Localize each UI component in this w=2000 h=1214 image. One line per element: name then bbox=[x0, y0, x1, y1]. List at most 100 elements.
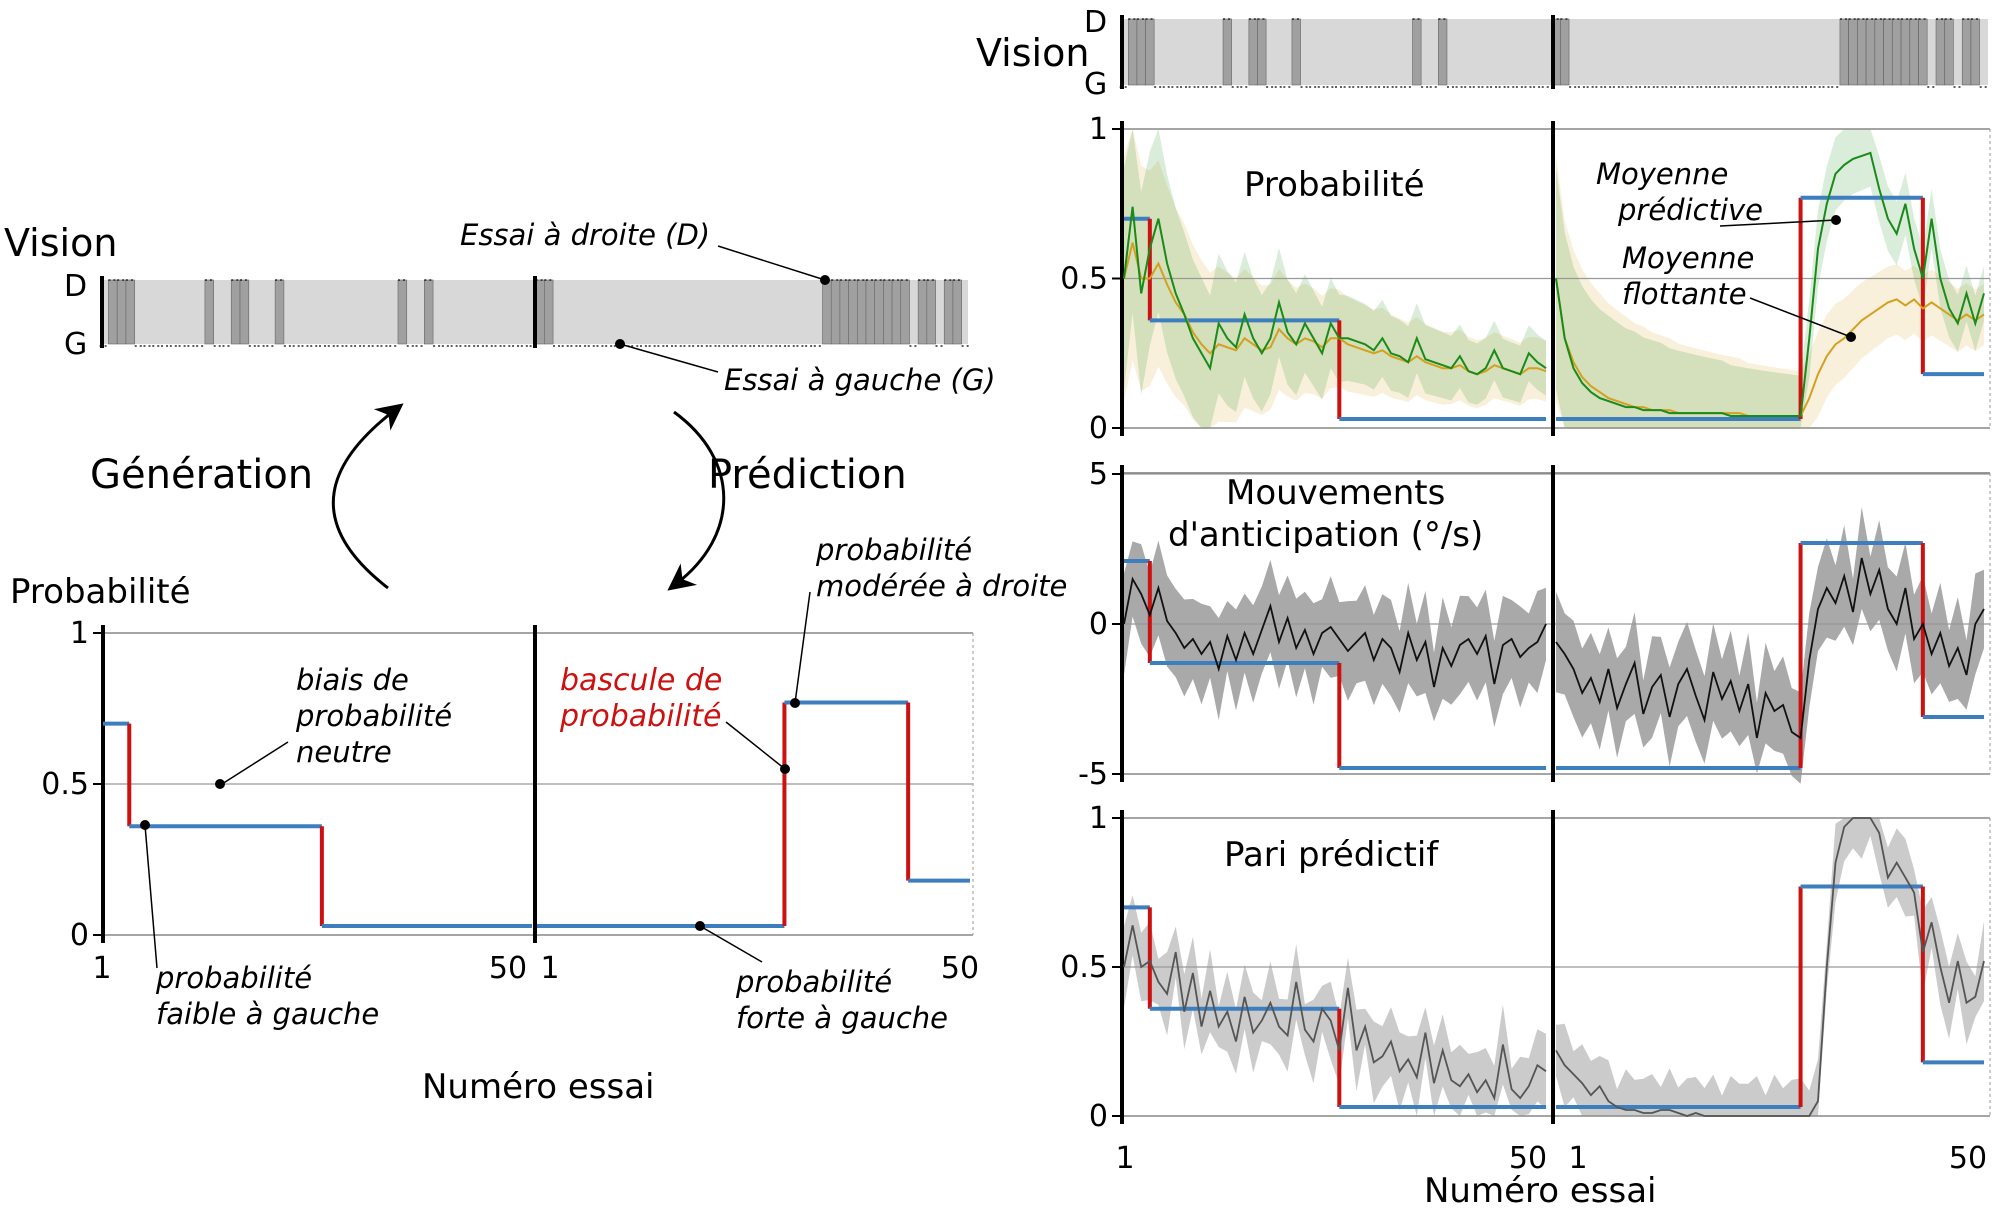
vision-right-trial bbox=[865, 279, 876, 345]
vision-right-trial bbox=[822, 279, 832, 345]
moderee-dot bbox=[790, 698, 800, 708]
essai-gauche-dot bbox=[615, 339, 625, 349]
moyenne-flottante-pointer bbox=[1749, 297, 1852, 338]
vision-right-trial bbox=[1892, 18, 1902, 86]
left-vision-strip bbox=[99, 276, 971, 348]
vision-right-trial bbox=[830, 279, 841, 345]
vision-right-trial bbox=[1918, 18, 1928, 86]
essai-gauche-annotation: Essai à gauche (G) bbox=[724, 363, 996, 397]
right-xlabel: Numéro essai bbox=[1424, 1171, 1657, 1211]
vision-right-trial bbox=[848, 279, 858, 345]
vision-right-trial bbox=[1944, 18, 1954, 86]
essai-droite-dot bbox=[820, 275, 830, 285]
p2-title-2: d'anticipation (°/s) bbox=[1168, 515, 1483, 555]
vision-right-trial bbox=[1874, 18, 1884, 86]
right-vision-strip bbox=[1119, 15, 1989, 89]
faible-annotation-1: probabilité bbox=[155, 961, 312, 995]
x-tick-label: 50 bbox=[1949, 1141, 1987, 1176]
y-tick-label: 0 bbox=[1089, 411, 1108, 446]
left-vision-label: Vision bbox=[4, 221, 117, 265]
essai-gauche-pointer bbox=[619, 343, 719, 373]
vision-right-trial bbox=[917, 279, 928, 345]
vision-right-trial bbox=[1909, 18, 1919, 86]
predictive-bet-plot: 0 0.5 1 1 50 1 50 bbox=[1060, 801, 1991, 1176]
vision-right-trial bbox=[239, 279, 250, 345]
bascule-annotation-2: probabilité bbox=[559, 699, 721, 734]
faible-pointer bbox=[144, 824, 158, 969]
movement-line bbox=[1555, 557, 1985, 740]
vision-right-trial bbox=[1438, 18, 1448, 86]
vision-right-trial bbox=[1865, 18, 1876, 86]
moyenne-predictive-dot bbox=[1831, 215, 1841, 225]
vision-right-trial bbox=[1839, 18, 1849, 86]
y-tick-label: 1 bbox=[1089, 112, 1108, 147]
forte-annotation-1: probabilité bbox=[735, 965, 892, 999]
predictive-mean-line bbox=[1555, 151, 1985, 417]
vision-right-trial bbox=[1291, 18, 1301, 86]
vision-right-trial bbox=[1136, 18, 1146, 86]
vision-right-trial bbox=[1128, 18, 1138, 86]
bascule-pointer bbox=[725, 721, 786, 770]
vision-right-trial bbox=[891, 279, 902, 345]
movement-band bbox=[1556, 507, 1984, 784]
y-tick-label: -5 bbox=[1078, 757, 1108, 792]
vision-right-trial bbox=[1412, 18, 1422, 86]
vision-right-trial bbox=[1935, 18, 1945, 86]
left-xlabel: Numéro essai bbox=[422, 1067, 655, 1107]
p3-title: Pari prédictif bbox=[1224, 835, 1439, 875]
y-tick-label: 0 bbox=[1089, 1099, 1108, 1134]
x-tick-label: 1 bbox=[92, 951, 111, 986]
vision-right-trial bbox=[274, 279, 285, 345]
x-tick-label: 50 bbox=[1509, 1141, 1547, 1176]
moyenne-flottante-2: flottante bbox=[1622, 277, 1747, 311]
prediction-label: Prédiction bbox=[708, 452, 907, 498]
vision-right-trial bbox=[926, 279, 936, 345]
vision-right-trial bbox=[1970, 18, 1980, 86]
prediction-arrow bbox=[667, 410, 726, 591]
vision-right-trial bbox=[125, 279, 136, 345]
vision-right-trial bbox=[1145, 18, 1155, 86]
vision-right-trial bbox=[1857, 18, 1867, 86]
vision-right-trial bbox=[116, 279, 127, 345]
vision-right-trial bbox=[204, 279, 214, 345]
vision-right-trial bbox=[874, 279, 884, 345]
moderee-annotation-2: modérée à droite bbox=[816, 569, 1067, 603]
predictive-mean-band bbox=[1556, 129, 1984, 428]
moyenne-predictive-pointer bbox=[1719, 219, 1837, 227]
movement-line bbox=[1123, 576, 1547, 688]
y-tick-label: 0 bbox=[70, 918, 89, 953]
floating-mean-band bbox=[1556, 155, 1984, 428]
p1-title: Probabilité bbox=[1244, 165, 1425, 205]
biais-annotation-3: neutre bbox=[296, 735, 392, 769]
biais-pointer bbox=[221, 741, 289, 785]
y-tick-label: 0.5 bbox=[1060, 950, 1108, 985]
bet-line bbox=[1123, 925, 1547, 1102]
x-tick-label: 1 bbox=[540, 951, 559, 986]
moyenne-flottante-1: Moyenne bbox=[1622, 241, 1754, 275]
vision-right-trial bbox=[883, 279, 893, 345]
bascule-annotation-1: bascule de bbox=[560, 663, 722, 698]
vision-right-trial bbox=[1883, 18, 1893, 86]
bet-line bbox=[1555, 817, 1985, 1117]
moyenne-flottante-dot bbox=[1846, 332, 1856, 342]
p2-title-1: Mouvements bbox=[1226, 473, 1445, 513]
vision-right-trial bbox=[1560, 18, 1570, 86]
right-d-label: D bbox=[1084, 5, 1107, 40]
left-panel: Vision D G Essai à droite (D) Essai à ga… bbox=[4, 218, 1067, 1107]
biais-dot bbox=[215, 779, 225, 789]
moyenne-predictive-1: Moyenne bbox=[1596, 157, 1728, 191]
essai-droite-annotation: Essai à droite (D) bbox=[460, 218, 710, 252]
probability-estimates-plot: 00.51 bbox=[1060, 112, 1991, 446]
moyenne-predictive-2: prédictive bbox=[1617, 193, 1763, 227]
predictive-mean-line bbox=[1123, 206, 1547, 376]
y-tick-label: 5 bbox=[1089, 457, 1108, 492]
forte-dot bbox=[695, 921, 705, 931]
right-vision-label: Vision bbox=[976, 31, 1089, 75]
vision-right-trial bbox=[230, 279, 241, 345]
vision-right-trial bbox=[952, 279, 962, 345]
vision-right-trial bbox=[1222, 18, 1232, 86]
generation-label: Génération bbox=[90, 452, 313, 498]
x-tick-label: 50 bbox=[489, 951, 527, 986]
vision-right-trial bbox=[108, 279, 118, 345]
right-g-label: G bbox=[1084, 67, 1107, 102]
